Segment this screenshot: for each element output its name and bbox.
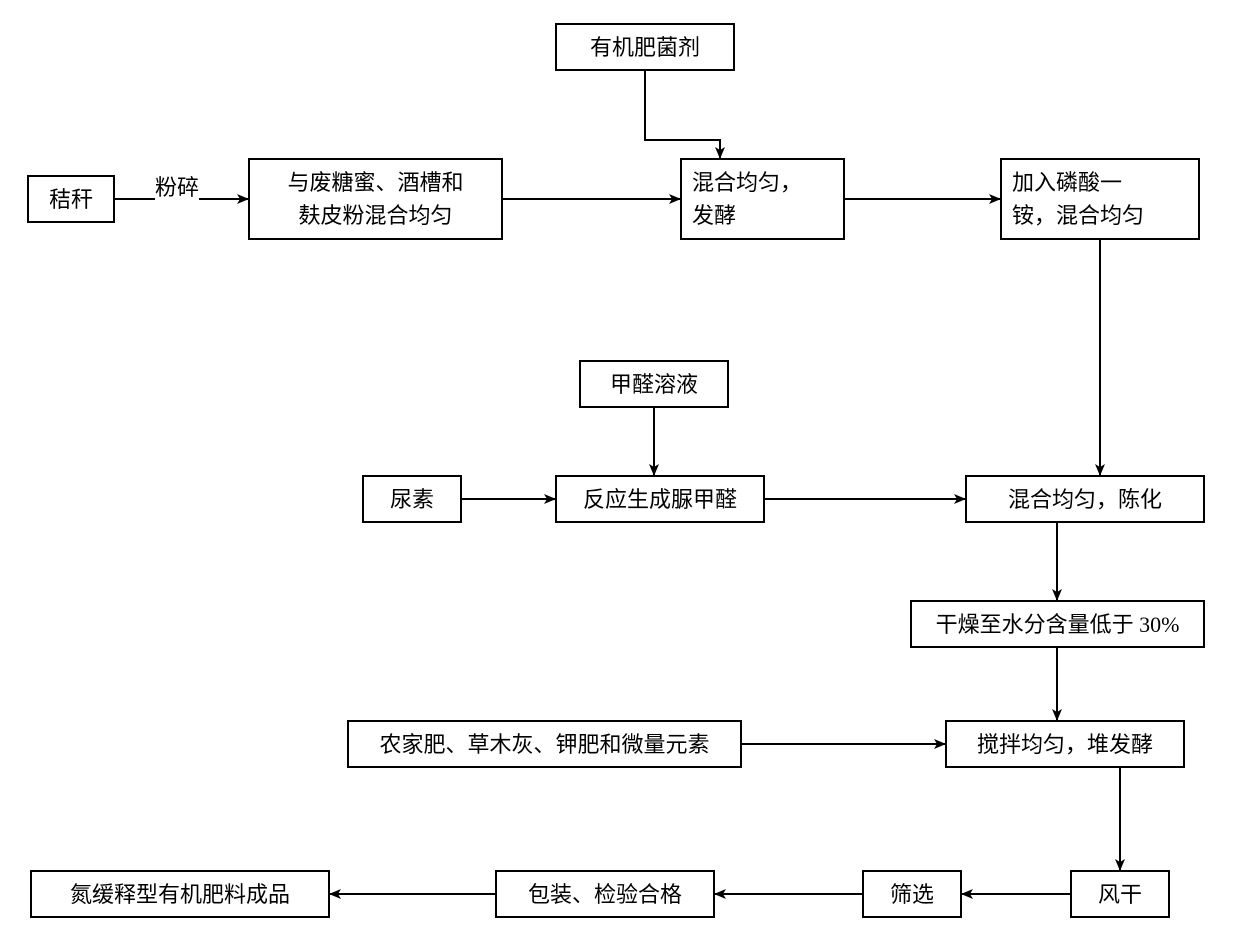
- flowchart-node-dry: 干燥至水分含量低于 30%: [910, 600, 1205, 648]
- flowchart-node-straw: 秸秆: [27, 175, 115, 223]
- flowchart-node-airdry: 风干: [1070, 870, 1170, 918]
- flowchart-node-pack: 包装、检验合格: [495, 870, 715, 918]
- flowchart-node-formald: 甲醛溶液: [579, 360, 729, 408]
- flowchart-node-urea: 尿素: [362, 475, 462, 523]
- edge-n_bacteria-n_ferment: [645, 71, 720, 158]
- flowchart-node-stir: 搅拌均匀，堆发酵: [945, 720, 1185, 768]
- flowchart-node-mix1: 与废糖蜜、酒槽和麸皮粉混合均匀: [248, 158, 503, 240]
- flowchart-node-reaction: 反应生成脲甲醛: [555, 475, 765, 523]
- flowchart-node-aging: 混合均匀，陈化: [965, 475, 1205, 523]
- edge-label-n_straw-n_mix1: 粉碎: [155, 170, 199, 202]
- flowchart-node-manure: 农家肥、草木灰、钾肥和微量元素: [347, 720, 742, 768]
- flowchart-node-map: 加入磷酸一铵，混合均匀: [1000, 158, 1200, 240]
- flowchart-node-sieve: 筛选: [862, 870, 962, 918]
- flowchart-node-product: 氮缓释型有机肥料成品: [30, 870, 330, 918]
- flowchart-node-ferment: 混合均匀，发酵: [680, 158, 845, 240]
- edge-layer: [0, 0, 1240, 947]
- flowchart-node-bacteria: 有机肥菌剂: [555, 23, 735, 71]
